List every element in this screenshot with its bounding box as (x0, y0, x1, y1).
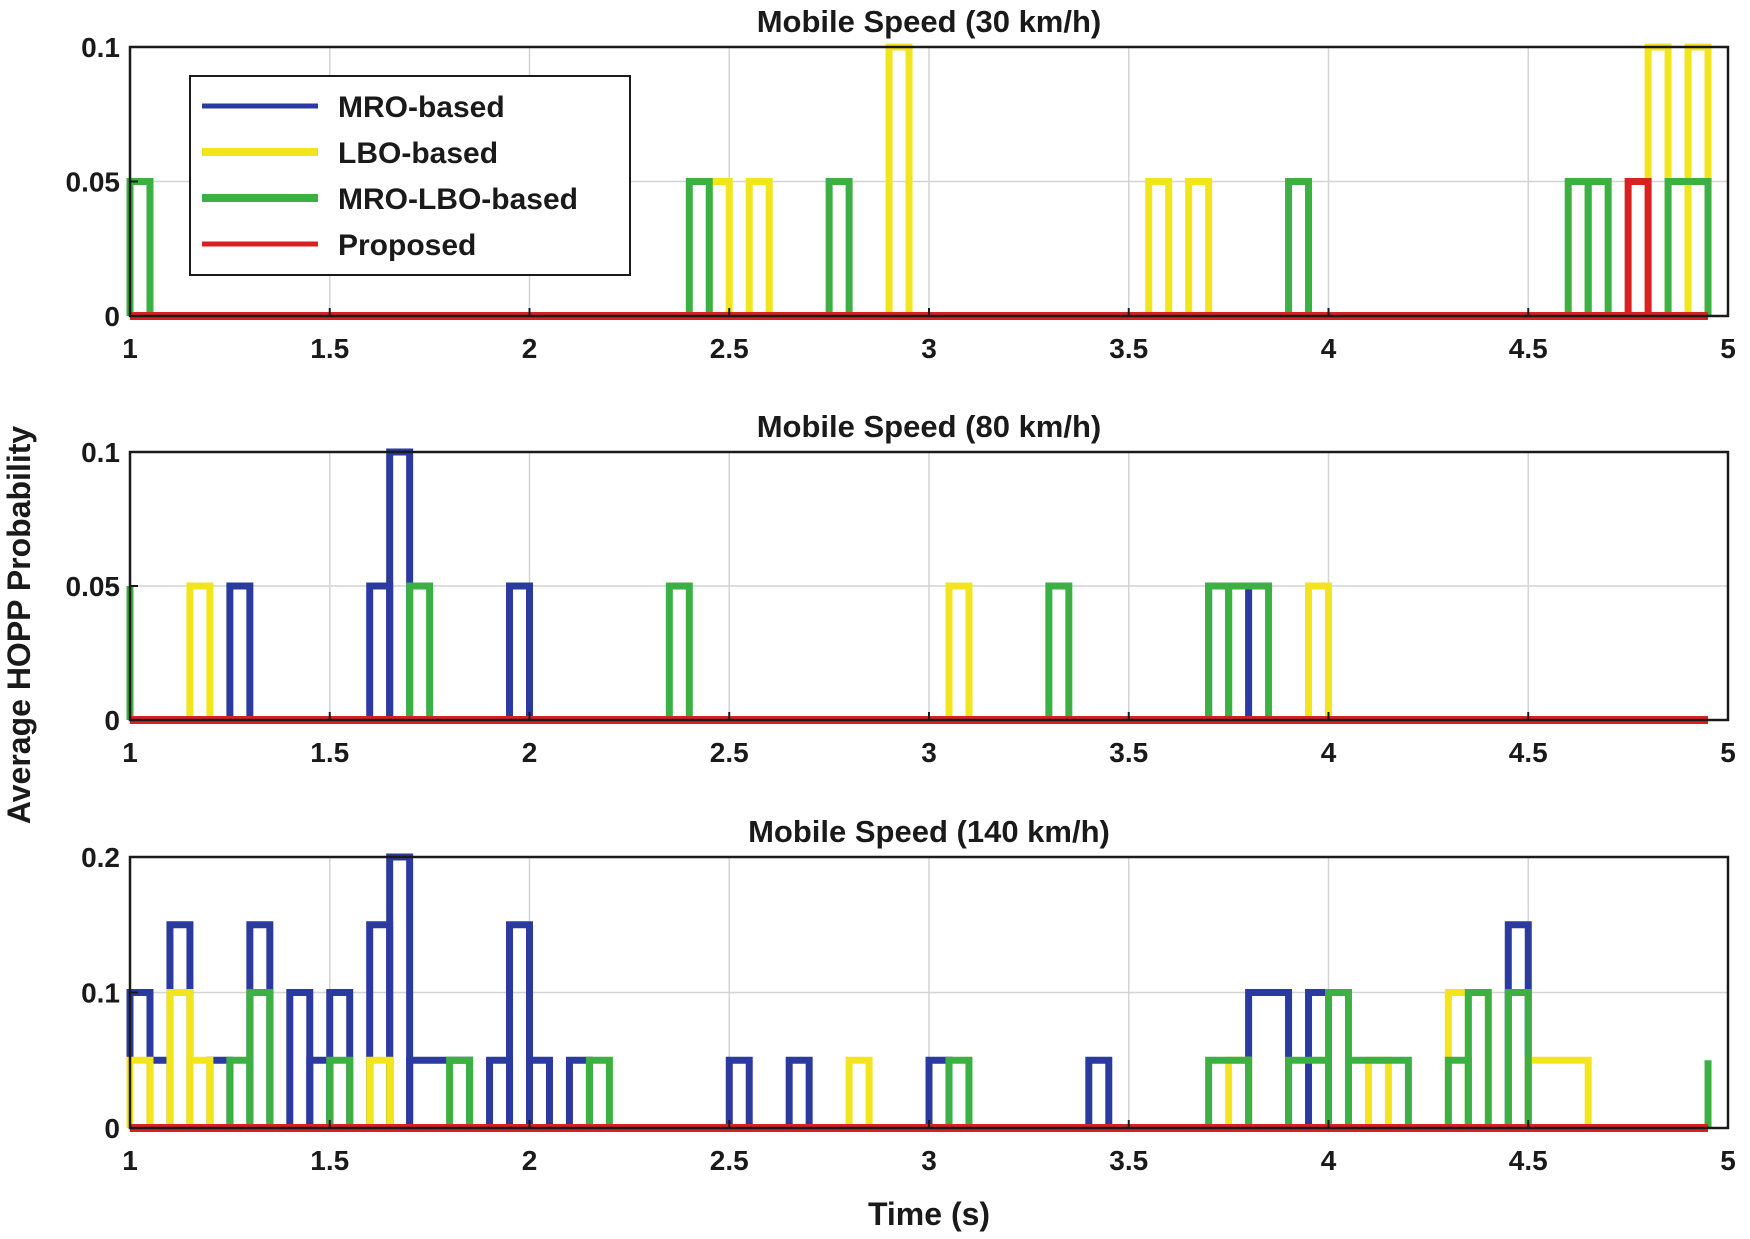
series-pulse (825, 178, 853, 316)
chart-panel-1: 1 1.5 2 2.5 3 3.5 4 4.5 5 0 0.05 0.1 Mobile Speed (3… (66, 4, 1736, 364)
series-pulse (506, 921, 533, 1128)
x-tick-label: 2.5 (710, 1145, 749, 1176)
series-pulse (1085, 1056, 1113, 1128)
x-tick-label: 5 (1720, 333, 1736, 364)
chart-title: Mobile Speed (30 km/h) (757, 4, 1102, 39)
series-pulse (1285, 178, 1313, 316)
x-tick-label: 2 (522, 333, 538, 364)
legend-item: Proposed (202, 229, 476, 262)
series-pulse (1664, 178, 1712, 316)
x-tick-label: 4.5 (1509, 737, 1548, 768)
legend-item: MRO-LBO-based (202, 183, 578, 216)
legend: MRO-based LBO-based MRO-LBO-based Proposed (189, 75, 631, 276)
x-tick-label: 1 (122, 333, 138, 364)
legend-item: LBO-based (202, 137, 498, 170)
chart-title: Mobile Speed (80 km/h) (757, 409, 1102, 444)
legend-label: MRO-based (338, 91, 505, 124)
series-pulse (526, 1056, 553, 1128)
x-axis-label: Time (s) (868, 1196, 990, 1232)
y-tick-label: 0.2 (81, 842, 120, 873)
chart-title: Mobile Speed (140 km/h) (748, 814, 1110, 849)
x-tick-label: 2 (522, 737, 538, 768)
series-pulse (186, 582, 214, 720)
x-tick-label: 1.5 (310, 1145, 349, 1176)
series-pulse (506, 582, 533, 720)
y-tick-label: 0.1 (81, 978, 120, 1009)
series-pulse (1225, 582, 1273, 720)
x-tick-label: 3 (921, 1145, 937, 1176)
series-pulse (246, 989, 274, 1128)
legend-label: MRO-LBO-based (338, 183, 578, 216)
series-pulse (945, 1056, 973, 1128)
x-tick-label: 4 (1321, 737, 1337, 768)
series-pulse (1624, 178, 1652, 316)
chart-panel-2: 1 1.5 2 2.5 3 3.5 4 4.5 5 0 0.05 0.1 Mobile Speed (8… (66, 409, 1736, 768)
series-lbo-based (186, 582, 1332, 720)
series-pulse (186, 1056, 214, 1128)
x-tick-label: 3.5 (1109, 333, 1148, 364)
x-tick-label: 3.5 (1109, 1145, 1148, 1176)
x-tick-label: 5 (1720, 737, 1736, 768)
series-pulse (406, 582, 434, 720)
series-pulse (446, 1056, 474, 1128)
series-pulse (326, 1056, 354, 1128)
x-tick-label: 1.5 (310, 333, 349, 364)
legend-label: LBO-based (338, 137, 498, 170)
x-tick-label: 3.5 (1109, 737, 1148, 768)
series-pulse (585, 1056, 613, 1128)
series-pulse (945, 582, 973, 720)
x-tick-label: 4.5 (1509, 1145, 1548, 1176)
series-pulse (665, 582, 693, 720)
x-tick-label: 1 (122, 1145, 138, 1176)
y-axis-label: Average HOPP Probability (1, 426, 37, 825)
series-pulse (1045, 582, 1073, 720)
series-pulse (366, 1056, 394, 1128)
series-pulse (745, 178, 773, 316)
series-pulse (725, 1056, 753, 1128)
x-tick-label: 3 (921, 333, 937, 364)
x-tick-label: 3 (921, 737, 937, 768)
series-pulse (1145, 178, 1173, 316)
series-mro-lbo-based (126, 178, 1712, 316)
x-tick-label: 2.5 (710, 737, 749, 768)
y-tick-label: 0.05 (66, 167, 121, 198)
series-pulse (1464, 989, 1492, 1128)
y-tick-label: 0.05 (66, 571, 121, 602)
series-pulse (845, 1056, 873, 1128)
x-tick-label: 2 (522, 1145, 538, 1176)
panels: 1 1.5 2 2.5 3 3.5 4 4.5 5 0 0.05 0.1 Mobile Speed (3… (66, 4, 1736, 1176)
y-tick-label: 0 (104, 1113, 120, 1144)
y-tick-label: 0 (104, 301, 120, 332)
series-pulse (1305, 582, 1332, 720)
x-tick-label: 1 (122, 737, 138, 768)
legend-item: MRO-based (202, 91, 505, 124)
x-tick-label: 5 (1720, 1145, 1736, 1176)
series-pulse (785, 1056, 813, 1128)
series-pulse (1344, 1056, 1412, 1128)
x-tick-label: 4 (1321, 1145, 1337, 1176)
x-tick-label: 4.5 (1509, 333, 1548, 364)
series-pulse (1504, 989, 1532, 1128)
x-tick-label: 4 (1321, 333, 1337, 364)
series-pulse (1185, 178, 1213, 316)
y-tick-label: 0 (104, 705, 120, 736)
y-tick-label: 0.1 (81, 32, 120, 63)
series-pulse (685, 178, 713, 316)
x-tick-label: 1.5 (310, 737, 349, 768)
series-pulse (1584, 178, 1612, 316)
chart-panel-3: 1 1.5 2 2.5 3 3.5 4 4.5 5 0 0.1 0.2 Mobile Speed (14… (81, 814, 1736, 1176)
series-pulse (226, 582, 254, 720)
legend-label: Proposed (338, 229, 476, 262)
y-tick-label: 0.1 (81, 437, 120, 468)
x-tick-label: 2.5 (710, 333, 749, 364)
series-mro-lbo-based (226, 989, 1712, 1128)
series-pulse (1205, 1056, 1253, 1128)
